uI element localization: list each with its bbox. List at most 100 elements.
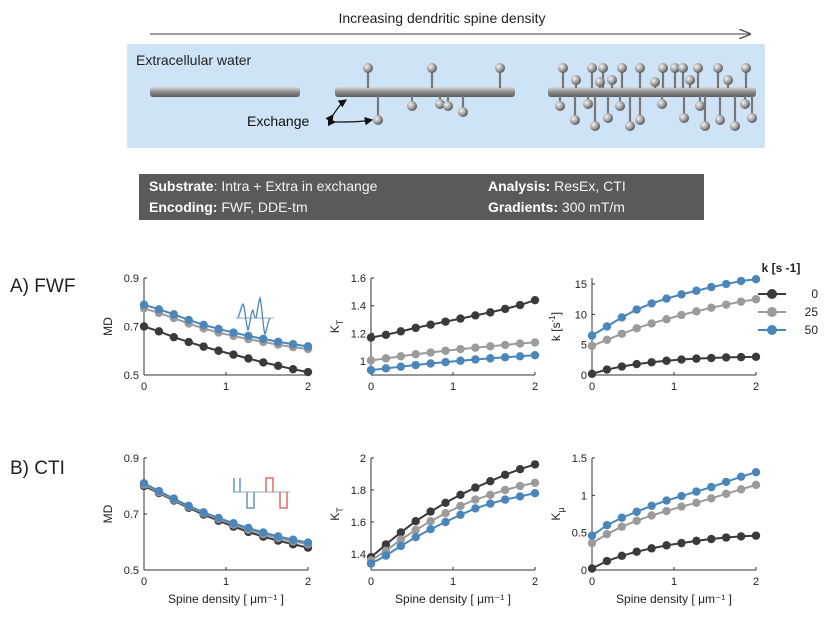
data-point xyxy=(214,513,223,523)
data-point xyxy=(366,333,376,342)
y-tick-label: 1.5 xyxy=(572,453,587,465)
data-point xyxy=(184,337,193,347)
y-tick-label: 0.7 xyxy=(124,509,139,521)
data-point xyxy=(617,522,627,531)
data-point xyxy=(587,564,597,573)
series-line xyxy=(591,483,757,544)
data-point xyxy=(515,300,525,310)
chart-4: 0.5 0.7 0.9 0 1 2 MD Spine density [ μm⁻¹ ] xyxy=(101,453,313,606)
spine-head xyxy=(695,101,705,111)
series-line xyxy=(591,298,757,347)
spine-head xyxy=(458,107,468,117)
data-point xyxy=(396,362,406,371)
gradients-value: 300 mT/m xyxy=(558,199,625,215)
data-point xyxy=(721,353,731,362)
data-point xyxy=(381,540,391,549)
chart-6: 0 0.5 1 1.5 0 1 2 Kμ Spine density [ μm⁻¹ ] xyxy=(549,453,761,606)
data-point xyxy=(441,346,450,355)
data-point xyxy=(411,350,420,359)
data-point xyxy=(273,337,283,346)
analysis-value: ResEx, CTI xyxy=(550,178,626,194)
spine-head xyxy=(583,99,593,109)
y-tick-label: 1.4 xyxy=(351,301,366,313)
y-tick-label: 0.7 xyxy=(124,322,139,334)
data-point xyxy=(647,299,656,308)
y-tick-label: 0 xyxy=(581,370,587,382)
spine-head xyxy=(679,113,689,123)
y-tick-label: 0.9 xyxy=(124,453,139,465)
data-point xyxy=(602,556,612,566)
gradients-key: Gradients: xyxy=(488,199,559,215)
substrate-value: : Intra + Extra in exchange xyxy=(213,178,378,194)
y-tick-label: 1.6 xyxy=(351,273,366,285)
spine-head xyxy=(363,63,373,73)
series-k-50 xyxy=(587,467,761,540)
x-tick-label: 2 xyxy=(532,381,538,393)
y-tick-label: 1 xyxy=(581,490,587,502)
data-point xyxy=(707,534,716,544)
y-axis-label: k [s-1] xyxy=(548,312,563,341)
data-point xyxy=(154,327,164,336)
data-point xyxy=(154,305,164,314)
data-point xyxy=(441,357,450,367)
spine-head xyxy=(650,77,660,87)
spine-head xyxy=(555,101,565,111)
series-k-0 xyxy=(587,352,761,378)
data-point xyxy=(303,367,313,377)
data-point xyxy=(441,317,450,326)
exchange-arrow-2 xyxy=(327,117,374,127)
data-point xyxy=(500,470,510,479)
x-axis-label: Spine density [ μm⁻¹ ] xyxy=(168,592,284,606)
data-point xyxy=(515,492,525,501)
data-point xyxy=(647,511,656,520)
spine-head xyxy=(657,99,667,109)
encoding-line: Encoding: FWF, DDE-tm xyxy=(149,199,308,215)
data-point xyxy=(647,501,656,510)
data-point xyxy=(381,364,391,373)
data-point xyxy=(587,341,597,351)
y-tick-label: 1 xyxy=(360,356,366,368)
data-point xyxy=(677,502,686,511)
data-point xyxy=(677,491,686,501)
data-point xyxy=(587,369,597,378)
series-k-0 xyxy=(587,531,761,573)
data-point xyxy=(471,495,480,504)
extracellular-label: Extracellular water xyxy=(136,52,251,68)
data-point xyxy=(471,483,480,492)
series-line xyxy=(143,303,309,348)
data-point xyxy=(396,327,406,336)
data-point xyxy=(736,472,746,481)
spine-head xyxy=(570,115,580,125)
y-axis-label: MD xyxy=(101,317,115,336)
data-point xyxy=(303,538,313,547)
dendrite-medium xyxy=(335,87,515,97)
y-tick-label: 15 xyxy=(575,279,587,291)
data-point xyxy=(486,354,495,363)
data-point xyxy=(721,279,731,289)
data-point xyxy=(632,359,641,369)
data-point xyxy=(199,320,208,330)
data-point xyxy=(515,352,525,361)
data-point xyxy=(500,353,510,362)
x-tick-label: 1 xyxy=(671,576,677,588)
data-point xyxy=(500,304,510,314)
row-label-cti: B) CTI xyxy=(10,458,65,479)
series-k-50 xyxy=(366,489,540,568)
x-tick-label: 0 xyxy=(141,381,147,393)
data-point xyxy=(751,531,761,540)
x-tick-label: 1 xyxy=(223,381,229,393)
substrate-key: Substrate xyxy=(149,178,214,194)
data-point xyxy=(441,498,450,507)
data-point xyxy=(677,538,686,548)
series-k-25 xyxy=(366,338,540,365)
exchange-arrow-1 xyxy=(325,99,347,124)
series-line xyxy=(591,471,757,537)
data-point xyxy=(530,478,540,487)
data-point xyxy=(199,342,208,351)
density-arrow-label: Increasing dendritic spine density xyxy=(338,10,545,26)
spine-head xyxy=(617,63,627,73)
spine-head xyxy=(741,63,751,73)
spine-head xyxy=(435,99,445,109)
data-point xyxy=(273,361,283,370)
data-point xyxy=(486,499,495,508)
